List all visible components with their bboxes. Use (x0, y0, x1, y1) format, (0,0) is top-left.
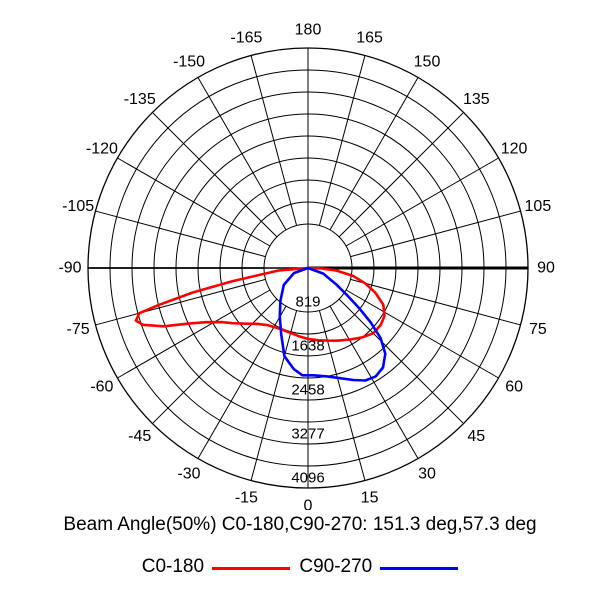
angle-label: 105 (525, 198, 552, 215)
chart-labels: 180 1651501351201059075604530150-15-30-45… (58, 22, 555, 511)
angle-label: 90 (537, 260, 555, 277)
angle-label: -135 (124, 91, 156, 108)
angle-label: -45 (128, 428, 151, 445)
grid-spoke (318, 310, 366, 481)
grid-spoke (329, 77, 419, 231)
grid-spoke (329, 305, 419, 459)
grid-spoke (345, 289, 499, 379)
chart-series (134, 266, 387, 382)
grid-spoke (95, 210, 266, 258)
grid-spoke (197, 77, 287, 231)
angle-label: -165 (230, 30, 262, 47)
legend-label-c90-270: C90-270 (299, 556, 373, 577)
ring-label: 3277 (291, 426, 324, 443)
grid-spoke (338, 112, 464, 238)
legend-item-c0-180: C0-180 (141, 556, 291, 578)
grid-spoke (345, 157, 499, 247)
ring-label: 819 (295, 293, 320, 310)
legend-swatch-c0-180 (212, 566, 291, 570)
chart-legend: C0-180 C90-270 (0, 556, 600, 578)
legend-swatch-c90-270 (380, 566, 459, 570)
grid-spoke (95, 278, 266, 326)
legend-item-c90-270: C90-270 (299, 556, 459, 578)
grid-spoke (250, 310, 298, 481)
grid-spoke (117, 157, 271, 247)
angle-label: 75 (529, 321, 547, 338)
angle-label: -90 (58, 260, 81, 277)
angle-label: -60 (90, 379, 113, 396)
angle-label: -30 (177, 466, 200, 483)
polar-chart: 180 1651501351201059075604530150-15-30-45… (58, 22, 555, 511)
grid-spoke (152, 112, 278, 238)
angle-label: 180 (295, 22, 322, 39)
angle-label: 60 (505, 379, 523, 396)
legend-label-c0-180: C0-180 (141, 556, 205, 577)
ring-label: 1638 (291, 337, 324, 354)
beam-angle-caption: Beam Angle(50%) C0-180,C90-270: 151.3 de… (63, 514, 537, 535)
angle-label: 150 (414, 53, 441, 70)
angle-label: -75 (67, 321, 90, 338)
grid-spoke (117, 289, 271, 379)
grid-spoke (350, 278, 521, 326)
angle-label: -15 (235, 489, 258, 506)
polar-grid (87, 47, 529, 489)
angle-label: 165 (356, 30, 383, 47)
angle-label: 0 (304, 498, 313, 511)
grid-spoke (152, 298, 278, 424)
grid-spoke (250, 55, 298, 226)
grid-spoke (338, 298, 464, 424)
angle-label: -120 (86, 141, 118, 158)
grid-spoke (318, 55, 366, 226)
angle-label: 120 (501, 141, 528, 158)
grid-spoke (197, 305, 287, 459)
ring-label: 4096 (291, 470, 324, 487)
grid-spoke (350, 210, 521, 258)
angle-label: 135 (463, 91, 490, 108)
angle-label: 15 (361, 489, 379, 506)
series-c0-180-curve (134, 266, 386, 342)
angle-label: -150 (173, 53, 205, 70)
angle-label: -105 (62, 198, 94, 215)
ring-label: 2458 (291, 382, 324, 399)
angle-label: 30 (418, 466, 436, 483)
angle-label: 45 (467, 428, 485, 445)
series-c90-270-curve (278, 266, 387, 382)
